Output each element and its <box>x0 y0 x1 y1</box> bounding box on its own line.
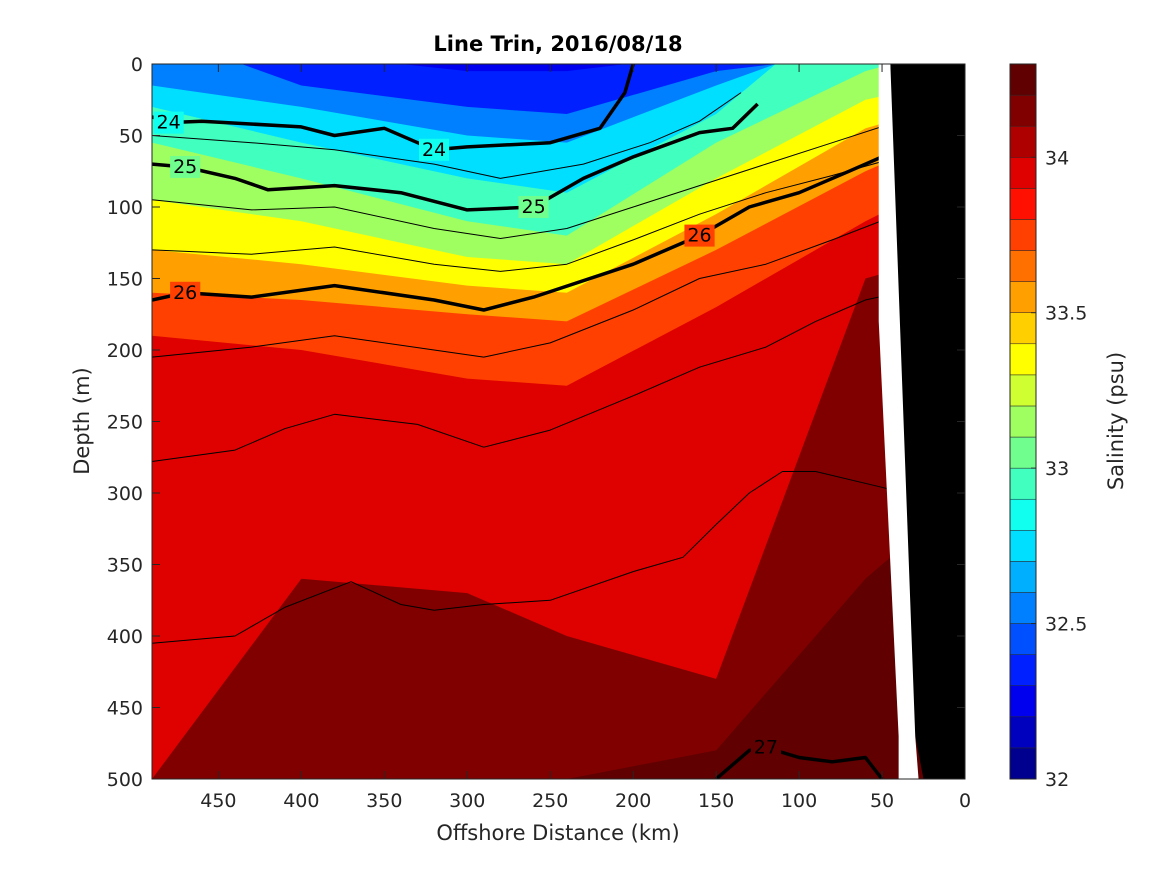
density-label-background <box>750 736 781 759</box>
x-tick-label: 400 <box>283 790 319 812</box>
density-contour-thin <box>152 192 924 358</box>
x-axis-ticks: 450 400 350 300 250 200 150 100 50 0 <box>200 64 971 812</box>
density-contour-label: 27 <box>754 737 778 759</box>
colorbar-cell <box>1009 405 1037 438</box>
y-tick-label: 50 <box>119 126 143 148</box>
x-tick-label: 0 <box>959 790 971 812</box>
colorbar-cell <box>1009 623 1037 655</box>
x-tick-label: 250 <box>532 790 568 812</box>
colorbar-frame <box>1009 63 1037 780</box>
colorbar-tick-label: 34 <box>1045 147 1069 169</box>
y-tick-label: 250 <box>107 412 143 434</box>
colorbar-cell <box>1009 498 1037 531</box>
density-contour-lines <box>152 64 934 779</box>
colorbar-tick-label: 33.5 <box>1045 303 1087 325</box>
y-axis-label: Depth (m) <box>70 367 94 474</box>
colorbar-cell <box>1009 94 1037 127</box>
density-contour-label: 25 <box>173 156 197 178</box>
y-tick-label: 500 <box>107 769 143 791</box>
colorbar-cell <box>1009 250 1037 282</box>
x-tick-label: 350 <box>366 790 402 812</box>
density-label-background <box>170 155 201 178</box>
density-label-background <box>170 281 201 304</box>
y-tick-label: 150 <box>107 269 143 291</box>
colorbar-cell <box>1009 530 1037 562</box>
colorbar-cell <box>1009 436 1037 469</box>
colorbar-cells <box>1009 63 1037 780</box>
density-label-background <box>418 138 450 161</box>
y-tick-label: 350 <box>107 555 143 577</box>
y-axis-ticks: 0 50 100 150 200 250 300 350 400 450 500 <box>107 54 965 791</box>
land-mask-layer <box>878 64 965 779</box>
y-tick-label: 100 <box>107 197 143 219</box>
salinity-fill-layers <box>152 64 965 779</box>
density-contour-label: 24 <box>156 112 180 134</box>
density-contour-label: 25 <box>522 196 546 218</box>
salinity-layer <box>152 493 965 779</box>
x-axis-label: Offshore Distance (km) <box>436 821 679 845</box>
colorbar-tick-label: 33 <box>1045 458 1069 480</box>
density-contour-bold <box>152 105 934 312</box>
x-tick-label: 50 <box>870 790 894 812</box>
colorbar-cell <box>1009 716 1037 749</box>
colorbar-cell <box>1009 561 1037 593</box>
colorbar-ticks: 32 32.5 33 33.5 34 <box>1031 147 1087 791</box>
colorbar-cell <box>1009 219 1037 251</box>
density-contour-bold <box>152 64 635 152</box>
y-tick-label: 200 <box>107 340 143 362</box>
salinity-layer <box>152 249 965 779</box>
density-contour-bold <box>714 745 884 779</box>
x-tick-label: 300 <box>449 790 485 812</box>
x-tick-label: 200 <box>615 790 651 812</box>
colorbar-cell <box>1009 157 1037 189</box>
density-contour-label: 24 <box>422 139 446 161</box>
y-tick-label: 0 <box>131 54 143 76</box>
colorbar-cell <box>1009 281 1037 313</box>
density-label-background <box>518 196 549 218</box>
density-label-background <box>684 224 715 247</box>
colorbar-cell <box>1009 467 1037 500</box>
y-tick-label: 300 <box>107 483 143 505</box>
x-tick-label: 100 <box>781 790 817 812</box>
density-contour-label: 26 <box>173 282 197 304</box>
chart-title: Line Trin, 2016/08/18 <box>433 32 682 56</box>
density-contour-labels: 24 24 25 25 26 26 27 <box>153 111 781 759</box>
y-tick-label: 400 <box>107 626 143 648</box>
y-tick-label: 450 <box>107 698 143 720</box>
density-contour-thin <box>152 92 742 179</box>
colorbar-tick-label: 32.5 <box>1045 614 1087 636</box>
colorbar: 32 32.5 33 33.5 34 Salinity (psu) <box>1009 63 1128 791</box>
colorbar-cell <box>1009 747 1037 780</box>
density-contour-thin <box>152 292 899 462</box>
colorbar-cell <box>1009 188 1037 220</box>
plot-area <box>152 64 965 779</box>
no-data-gap <box>878 64 919 779</box>
colorbar-cell <box>1009 685 1037 718</box>
colorbar-cell <box>1009 63 1037 96</box>
density-contour-bold <box>152 102 759 212</box>
colorbar-cell <box>1009 312 1037 345</box>
colorbar-tick-label: 32 <box>1045 769 1069 791</box>
colorbar-label: Salinity (psu) <box>1104 352 1128 490</box>
colorbar-cell <box>1009 592 1037 624</box>
density-label-background <box>153 111 184 134</box>
colorbar-cell <box>1009 343 1037 376</box>
density-contour-thin <box>152 85 916 239</box>
density-contour-thin <box>152 471 916 644</box>
colorbar-cell <box>1009 654 1037 686</box>
density-contour-thin <box>152 127 924 272</box>
colorbar-cell <box>1009 125 1037 158</box>
colorbar-cell <box>1009 374 1037 407</box>
density-contour-label: 26 <box>687 225 711 247</box>
x-tick-label: 450 <box>200 790 236 812</box>
x-tick-label: 150 <box>698 790 734 812</box>
